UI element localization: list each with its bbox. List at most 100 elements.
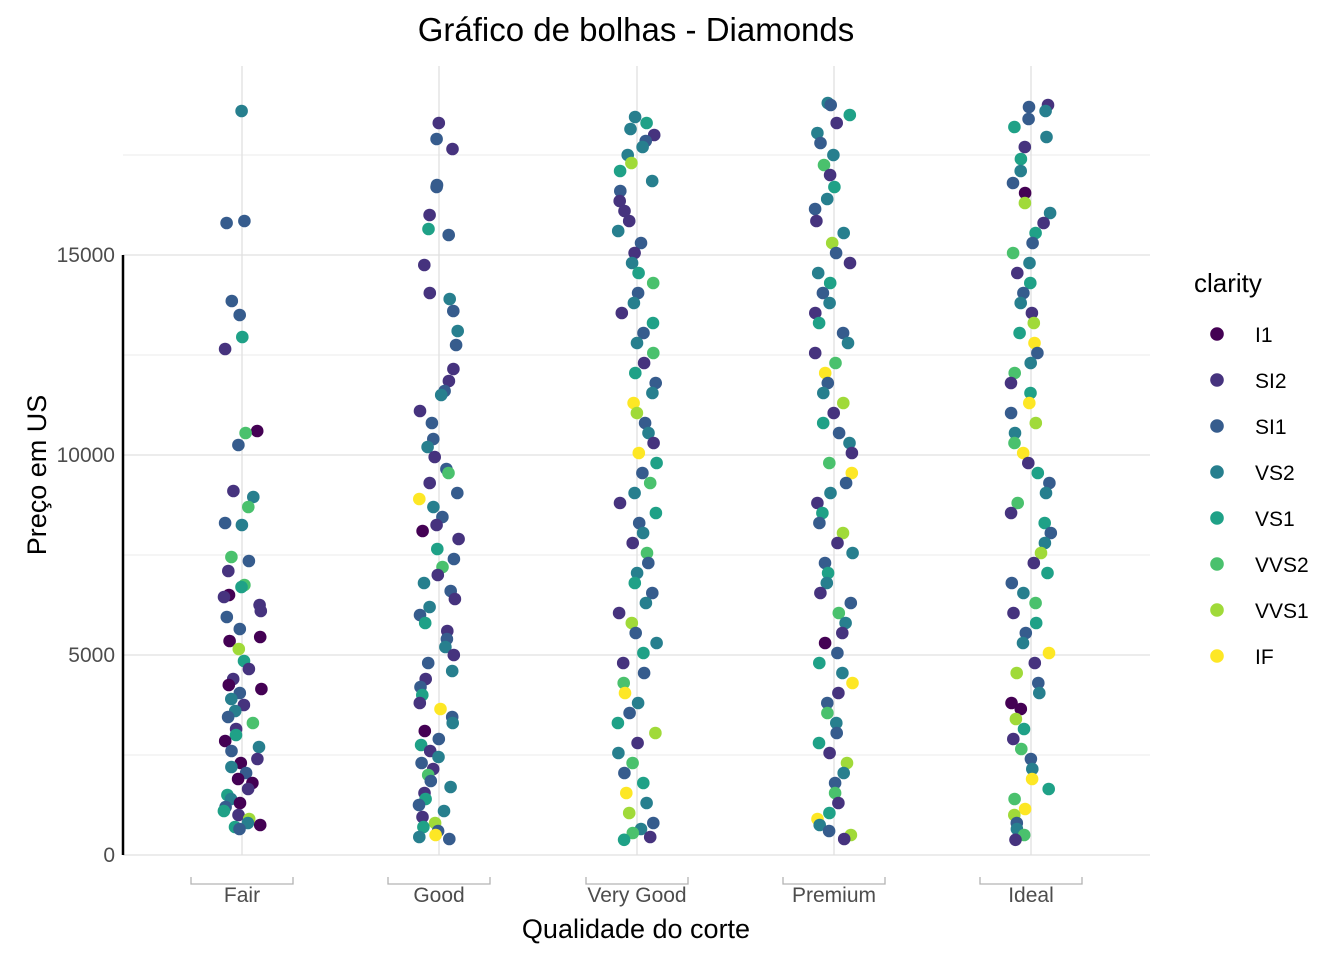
data-point (1028, 656, 1042, 670)
data-point (222, 564, 235, 578)
data-point (1023, 396, 1036, 410)
data-point (837, 396, 850, 410)
data-point (818, 556, 832, 570)
data-point (1027, 316, 1041, 330)
data-point (1040, 130, 1053, 144)
y-tick-label: 5000 (68, 644, 115, 667)
x-tick-label: Fair (224, 884, 260, 907)
data-point (622, 806, 636, 820)
data-point (817, 386, 830, 400)
data-point (232, 808, 245, 822)
data-point (812, 736, 826, 750)
data-point (613, 496, 627, 510)
y-tick-label: 10000 (57, 444, 115, 467)
data-point (1019, 626, 1033, 640)
data-point (1008, 426, 1022, 440)
data-point (428, 450, 442, 464)
data-point (628, 576, 642, 590)
data-point (823, 168, 837, 182)
data-point (218, 734, 232, 748)
data-point (615, 306, 629, 320)
data-point (417, 576, 431, 590)
data-point (845, 446, 859, 460)
data-point (823, 276, 837, 290)
data-point (242, 500, 255, 514)
data-point (640, 796, 653, 810)
legend-title: clarity (1194, 268, 1262, 298)
legend-swatch (1210, 603, 1224, 617)
data-point (439, 640, 452, 654)
data-point (646, 276, 660, 290)
data-point (1010, 666, 1023, 680)
data-point (1029, 226, 1042, 240)
data-point (629, 626, 642, 640)
data-point (647, 346, 660, 360)
legend-swatch (1210, 465, 1224, 479)
data-point (632, 516, 646, 530)
data-point (846, 676, 859, 690)
data-point (829, 246, 843, 260)
axes: 0 5000 10000 15000 Fair Good Very Good Premium I… (57, 244, 1083, 907)
data-point (636, 140, 649, 154)
data-point (639, 596, 653, 610)
data-point (828, 180, 841, 194)
data-point (1008, 792, 1021, 806)
data-point (422, 222, 435, 236)
data-point (1028, 336, 1041, 350)
data-point (1008, 366, 1021, 380)
data-point (1029, 616, 1043, 630)
x-axis-bracket (585, 877, 689, 885)
data-point (837, 832, 851, 846)
data-point (631, 286, 645, 300)
data-point (445, 664, 459, 678)
data-point (421, 656, 435, 670)
data-point (417, 820, 430, 834)
data-point (1011, 266, 1024, 280)
data-point (1006, 246, 1020, 260)
data-point (630, 336, 644, 350)
data-point (443, 292, 457, 306)
data-point (1006, 176, 1020, 190)
data-point (413, 404, 427, 418)
data-point (1024, 276, 1037, 290)
data-point (625, 256, 639, 270)
data-point (414, 738, 428, 752)
data-point (814, 136, 827, 150)
data-point (233, 308, 246, 322)
data-point (810, 214, 823, 228)
data-point (451, 486, 464, 500)
data-point (451, 324, 465, 338)
data-point (425, 416, 439, 430)
x-axis-bracket (387, 877, 491, 885)
data-point (618, 686, 632, 700)
data-point (434, 702, 447, 716)
data-point (1031, 346, 1044, 360)
data-point (814, 586, 827, 600)
data-point (823, 456, 836, 470)
data-point (830, 716, 843, 730)
data-point (232, 438, 245, 452)
data-point (430, 132, 443, 146)
data-point (628, 246, 641, 260)
data-point (647, 436, 660, 450)
y-tick-label: 0 (103, 844, 115, 867)
legend-label: VS2 (1255, 462, 1295, 485)
data-point (239, 426, 252, 440)
data-point (1039, 104, 1052, 118)
data-point (617, 676, 630, 690)
data-point (429, 828, 442, 842)
data-point (232, 642, 246, 656)
data-point (637, 646, 650, 660)
legend-swatch (1210, 557, 1224, 571)
data-point (225, 744, 238, 758)
data-point (1017, 586, 1030, 600)
x-axis-title: Qualidade do corte (522, 914, 750, 944)
data-point (650, 636, 663, 650)
data-point (622, 214, 636, 228)
data-point (448, 592, 462, 606)
data-point (430, 180, 443, 194)
data-point (220, 216, 233, 230)
data-point (817, 158, 831, 172)
data-point (418, 616, 432, 630)
data-point (421, 440, 434, 454)
